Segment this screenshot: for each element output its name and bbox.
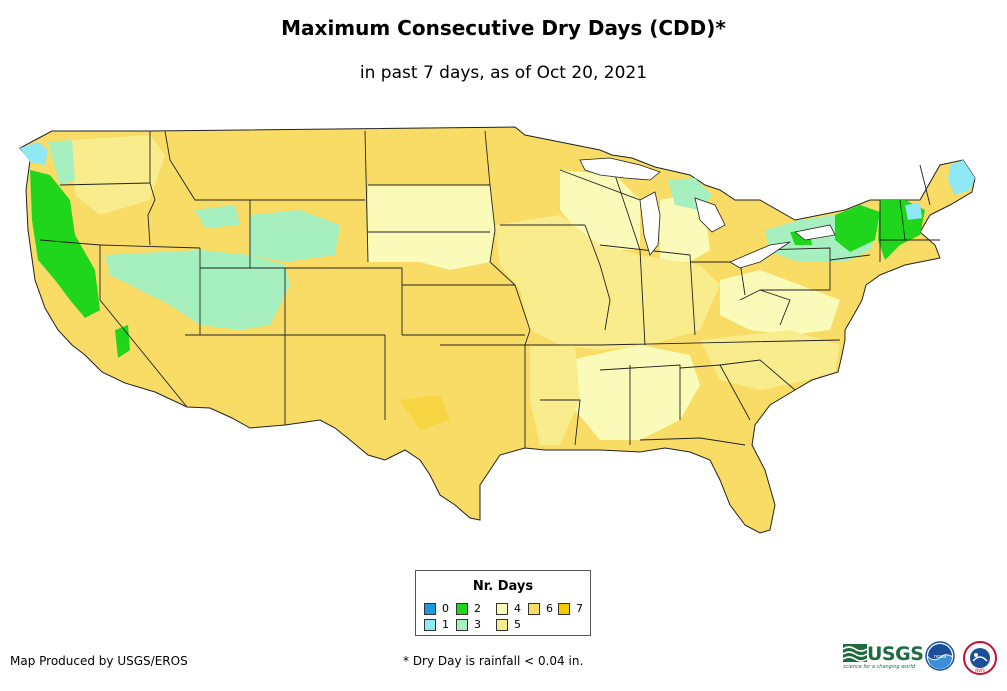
lake-michigan <box>639 191 661 256</box>
footnote-text: * Dry Day is rainfall < 0.04 in. <box>403 654 584 668</box>
legend-swatch-1 <box>424 619 436 631</box>
state-boundaries <box>39 130 940 448</box>
us-cdd-map <box>19 126 976 534</box>
noaa-logo-icon: noaa <box>925 641 955 671</box>
us-mainland <box>19 126 976 534</box>
region-4day-plains <box>368 185 495 270</box>
legend-swatch-7 <box>558 603 570 615</box>
lake-ontario <box>794 224 836 241</box>
noaa-logo-text: noaa <box>934 654 946 660</box>
region-3day-wyoming <box>250 210 340 262</box>
legend-item-1: 1 <box>424 619 449 631</box>
nws-logo-icon: NWS <box>963 641 997 675</box>
legend-item-4: 4 <box>496 603 521 615</box>
region-1day-maine <box>948 160 975 195</box>
legend-item-5: 5 <box>496 619 521 631</box>
legend-swatch-6 <box>528 603 540 615</box>
legend-title: Nr. Days <box>472 579 534 594</box>
region-2day-new-york <box>835 205 880 252</box>
region-7day-texas <box>400 395 450 430</box>
legend-swatch-2 <box>456 603 468 615</box>
map-title: Maximum Consecutive Dry Days (CDD)* <box>281 16 726 40</box>
lake-huron <box>694 197 726 233</box>
legend-item-6: 6 <box>528 603 553 615</box>
region-shading <box>20 135 975 445</box>
legend-item-7: 7 <box>558 603 583 615</box>
region-5day-gulf <box>530 345 580 445</box>
region-5day-midwest <box>495 215 720 350</box>
legend-swatch-0 <box>424 603 436 615</box>
region-3day-idaho <box>195 205 240 228</box>
region-3day-great-basin <box>105 250 290 330</box>
credit-text: Map Produced by USGS/EROS <box>10 654 188 668</box>
region-5day-montana <box>70 135 165 215</box>
legend-item-0: 0 <box>424 603 449 615</box>
region-5day-mid-atlantic <box>700 330 840 390</box>
region-1day-vermont <box>905 203 922 220</box>
legend-swatch-3 <box>456 619 468 631</box>
region-4day-michigan <box>660 195 710 262</box>
region-3day-pacific <box>48 140 75 185</box>
region-1day-puget <box>20 142 48 165</box>
map-subtitle: in past 7 days, as of Oct 20, 2021 <box>359 63 648 83</box>
legend-item-3: 3 <box>456 619 481 631</box>
region-2day-pacific-coast <box>30 170 100 318</box>
region-4day-appalachia <box>720 270 840 335</box>
usgs-wave-icon <box>842 644 868 662</box>
legend-box: Nr. Days 0 2 4 6 7 1 3 5 <box>415 570 591 636</box>
legend-swatch-4 <box>496 603 508 615</box>
lake-erie <box>729 241 791 269</box>
lake-superior <box>579 157 661 181</box>
legend-swatch-5 <box>496 619 508 631</box>
usgs-tagline: science for a changing world <box>843 664 915 670</box>
usgs-logo: USGS <box>842 643 924 669</box>
region-2day-sierra <box>115 325 130 358</box>
legend-item-2: 2 <box>456 603 481 615</box>
great-lakes <box>579 157 836 269</box>
region-4day-southeast <box>570 345 700 440</box>
nws-logo-text: NWS <box>975 668 985 673</box>
